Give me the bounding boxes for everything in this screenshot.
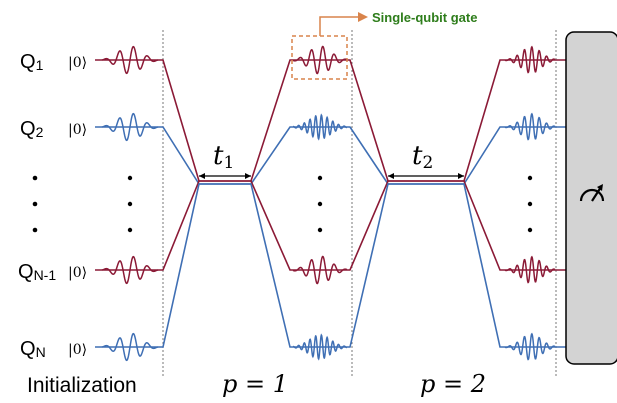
label-initialization: Initialization bbox=[27, 374, 137, 397]
pulse-q1-stage-3 bbox=[504, 45, 556, 74]
pulse-qn-1-stage-1 bbox=[101, 255, 159, 285]
wire-q2 bbox=[95, 126, 566, 185]
pulse-qn-1-stage-3 bbox=[504, 255, 556, 284]
pulse-q2-stage-2 bbox=[292, 113, 348, 141]
measurement-block bbox=[565, 31, 617, 365]
pulse-q2-stage-1 bbox=[101, 112, 159, 142]
ellipsis-dot bbox=[527, 227, 533, 233]
time-interval-t2: t2 bbox=[388, 141, 464, 179]
time-label-t2: t2 bbox=[412, 141, 433, 173]
pulse-qn-stage-2 bbox=[292, 333, 348, 361]
pulse-q1-stage-1 bbox=[101, 45, 159, 75]
callout-label: Single-qubit gate bbox=[372, 10, 477, 25]
ket-1: |0⟩ bbox=[68, 55, 87, 71]
wire-qn bbox=[95, 183, 566, 348]
qubit-labels: Q1 Q2 QN-1 QN bbox=[18, 51, 56, 360]
wire-q1 bbox=[95, 59, 566, 182]
wire-qn-1 bbox=[95, 180, 566, 271]
ellipsis-dot bbox=[127, 201, 133, 207]
pulse-qn-stage-1 bbox=[101, 332, 159, 362]
ket-2: |0⟩ bbox=[68, 122, 87, 138]
pulse-qn-stage-3 bbox=[504, 332, 556, 361]
stage-separators bbox=[162, 30, 557, 378]
meter-icon bbox=[579, 184, 605, 202]
pulse-q1-stage-2 bbox=[292, 45, 348, 75]
qubit-label-n-minus-1: QN-1 bbox=[18, 261, 56, 283]
label-layer-p1: p = 1 bbox=[222, 370, 288, 398]
qubit-label-n: QN bbox=[20, 338, 46, 360]
time-label-t1: t1 bbox=[213, 141, 234, 173]
ket-n: |0⟩ bbox=[68, 342, 87, 358]
ellipsis-dot bbox=[317, 175, 323, 181]
vertical-ellipses bbox=[127, 175, 533, 233]
ellipsis-dot bbox=[127, 175, 133, 181]
qubit-label-1: Q1 bbox=[20, 51, 44, 73]
stage-labels: Initialization p = 1 p = 2 bbox=[27, 370, 486, 398]
label-layer-p2: p = 2 bbox=[420, 370, 486, 398]
single-qubit-gate-callout: Single-qubit gate bbox=[291, 10, 477, 80]
ellipsis-dot bbox=[317, 227, 323, 233]
time-interval-t1: t1 bbox=[199, 141, 251, 179]
qubit-label-2: Q2 bbox=[20, 118, 44, 140]
pulse-q2-stage-3 bbox=[504, 112, 556, 141]
callout-arrow-head bbox=[358, 12, 368, 22]
label-ellipsis bbox=[32, 175, 38, 233]
ellipsis-dot bbox=[317, 201, 323, 207]
ellipsis-dot bbox=[527, 201, 533, 207]
initial-states: |0⟩ |0⟩ |0⟩ |0⟩ bbox=[68, 55, 87, 358]
callout-arrow bbox=[319, 16, 360, 36]
ket-n-minus-1: |0⟩ bbox=[68, 265, 87, 281]
ellipsis-dot bbox=[127, 227, 133, 233]
pulse-qn-1-stage-2 bbox=[292, 255, 348, 285]
ellipsis-dot bbox=[527, 175, 533, 181]
pulse-envelopes bbox=[101, 45, 556, 362]
qubit-wires bbox=[95, 59, 566, 348]
